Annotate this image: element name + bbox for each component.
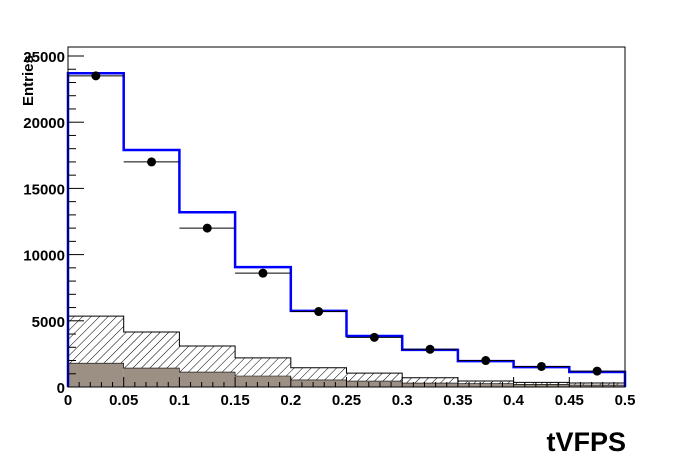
y-tick-label: 0 [57,380,65,397]
filled-bin [179,372,236,387]
data-point [592,366,602,376]
hatched-outline [67,315,626,387]
data-point [369,332,379,342]
data-point [147,157,157,167]
data-point [481,356,491,366]
filled-bin [513,384,570,387]
y-tick-label: 20000 [23,115,65,132]
data-point [425,344,435,354]
filled-bin [402,383,458,387]
x-tick-label: 0.3 [392,392,413,409]
x-axis-label: tVFPS [546,427,626,457]
x-tick-label: 0.5 [615,392,636,409]
filled-bin [457,383,514,387]
filled-bin [346,381,403,387]
x-tick-label: 0.4 [503,392,525,409]
x-tick-label: 0.45 [555,392,584,409]
filled-bin [569,385,625,387]
x-tick-label: 0.15 [220,392,249,409]
filled-bin [123,368,180,387]
y-tick-label: 25000 [23,49,65,66]
x-tick-label: 0.1 [169,392,190,409]
x-tick-label: 0.25 [332,392,361,409]
x-tick-label: 0.2 [280,392,301,409]
filled-bin [68,363,124,387]
data-point [202,223,212,233]
filled-bin [235,376,291,387]
hatched-bin [402,377,458,387]
data-point [536,361,546,371]
y-tick-label: 10000 [23,248,65,265]
data-point [258,268,268,278]
filled-bin [290,379,347,387]
data-point [91,71,101,81]
y-axis-label: Entries [20,55,37,106]
x-tick-label: 0.05 [109,392,138,409]
y-tick-label: 15000 [23,181,65,198]
x-tick-label: 0 [64,392,72,409]
x-tick-label: 0.35 [443,392,472,409]
y-tick-label: 5000 [32,314,65,331]
data-point [314,307,324,317]
